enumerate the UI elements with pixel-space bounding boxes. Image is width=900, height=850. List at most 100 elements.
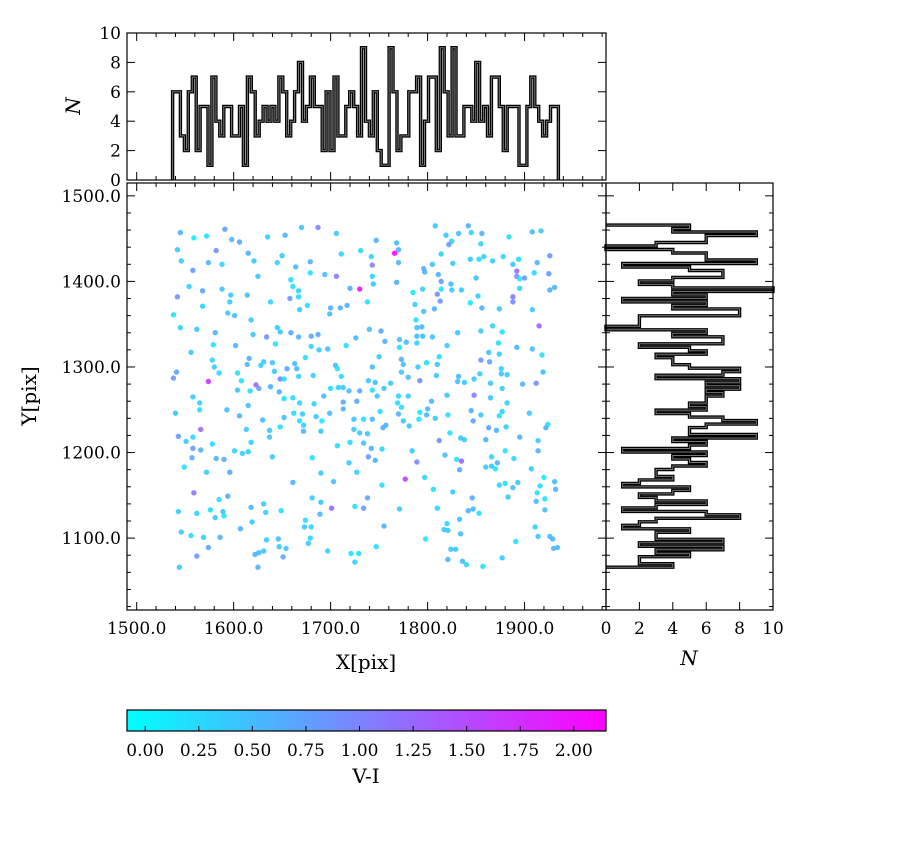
scatter-point (414, 459, 420, 465)
scatter-point (434, 361, 440, 368)
scatter-point (216, 370, 222, 376)
scatter-point (282, 232, 288, 238)
scatter-point (225, 310, 231, 316)
scatter-point (502, 480, 508, 487)
scatter-point (478, 328, 484, 334)
x-tick-label: 1800.0 (398, 619, 457, 639)
scatter-point (221, 513, 227, 519)
scatter-point (374, 393, 380, 399)
scatter-point (290, 479, 296, 486)
top-hist-frame (126, 32, 607, 181)
scatter-point (423, 360, 430, 366)
scatter-point (510, 299, 516, 305)
scatter-point (419, 324, 425, 330)
scatter-point (348, 550, 354, 557)
colorbar (126, 709, 607, 732)
scatter-point (488, 463, 495, 469)
scatter-point (352, 559, 358, 565)
scatter-point (307, 270, 313, 276)
scatter-point (369, 416, 375, 422)
scatter-point (364, 431, 371, 437)
scatter-point (228, 292, 234, 298)
scatter-point (396, 506, 403, 512)
scatter-point (325, 548, 331, 554)
scatter-point (256, 385, 262, 392)
scatter-point (260, 417, 266, 423)
scatter-point (344, 302, 350, 309)
scatter-point (280, 554, 286, 560)
scatter-point (410, 289, 416, 296)
scatter-point (236, 413, 243, 419)
scatter-point (521, 275, 528, 281)
scatter-point (459, 558, 466, 564)
scatter-point (281, 395, 287, 402)
scatter-point (224, 407, 230, 413)
scatter-point (178, 529, 184, 535)
x-tick-label: 1900.0 (495, 619, 554, 639)
y-tick-label: 1200.0 (62, 444, 121, 464)
scatter-point (327, 410, 333, 416)
scatter-point (445, 412, 451, 418)
scatter-point (256, 550, 262, 556)
scatter-point (540, 369, 546, 375)
scatter-point (278, 508, 284, 514)
scatter-point (321, 393, 327, 399)
scatter-point (308, 524, 314, 530)
scatter-point (296, 418, 303, 424)
scatter-point (417, 409, 423, 415)
scatter-point (420, 286, 426, 292)
scatter-point (396, 344, 403, 350)
scatter-point (248, 317, 254, 323)
scatter-point (353, 335, 359, 341)
right-hist-x-tick-label: 6 (701, 619, 712, 639)
scatter-point (496, 413, 502, 419)
scatter-point (422, 536, 429, 542)
scatter-point (316, 347, 322, 353)
scatter-point (458, 458, 465, 464)
scatter-point (547, 253, 553, 259)
scatter-point (504, 372, 510, 378)
scatter-point (368, 253, 374, 260)
scatter-point (318, 470, 324, 476)
scatter-point (499, 329, 505, 335)
scatter-point (357, 286, 363, 292)
scatter-point (465, 508, 471, 514)
scatter-point (266, 427, 273, 433)
scatter-point (277, 424, 283, 430)
y-tick-label: 1100.0 (62, 529, 121, 549)
scatter-point (330, 478, 337, 485)
scatter-point (368, 445, 374, 451)
scatter-point (190, 267, 196, 273)
scatter-point (281, 414, 287, 421)
scatter-point (309, 455, 315, 461)
scatter-point (478, 357, 484, 363)
y-axis-label: Y[pix] (17, 366, 41, 426)
scatter-point (291, 410, 297, 416)
scatter-point (281, 376, 287, 382)
right-hist-x-tick-label: 2 (634, 619, 645, 639)
scatter-point (274, 324, 280, 331)
scatter-point (334, 443, 341, 449)
scatter-point (470, 506, 476, 512)
scatter-point (448, 281, 454, 287)
scatter-point (420, 333, 426, 339)
scatter-point (325, 346, 331, 352)
scatter-point (381, 385, 387, 392)
scatter-point (357, 388, 363, 394)
right-hist-frame (605, 182, 774, 611)
scatter-point (248, 504, 254, 510)
scatter-point (489, 258, 496, 264)
scatter-point (458, 287, 465, 293)
scatter-point (486, 349, 492, 356)
scatter-point (395, 393, 402, 399)
scatter-point (288, 277, 294, 283)
scatter-point (391, 250, 398, 256)
scatter-point (479, 305, 485, 311)
scatter-point (437, 298, 443, 304)
scatter-point (376, 354, 382, 360)
scatter-point (209, 357, 215, 363)
scatter-point (170, 375, 177, 381)
top-hist-y-tick-label: 0 (110, 171, 121, 191)
scatter-point (194, 510, 200, 516)
scatter-point (304, 302, 311, 309)
